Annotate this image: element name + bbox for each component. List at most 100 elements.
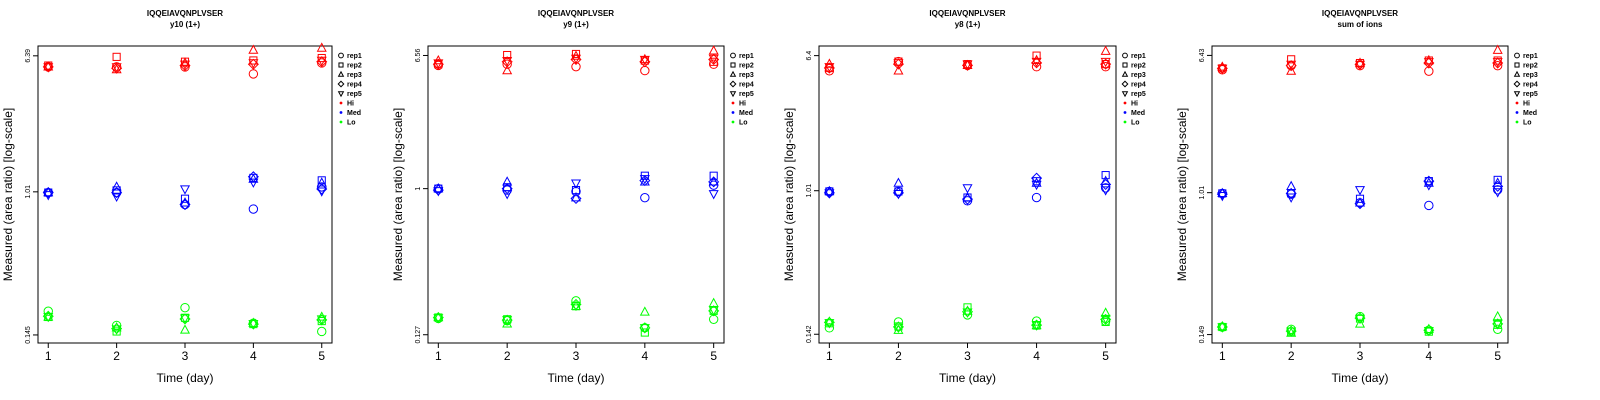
data-point-lo-rep3 <box>433 311 444 322</box>
data-point-hi-rep3 <box>502 64 513 75</box>
legend-label-med: Med <box>1131 110 1145 117</box>
legend-symbol-rep4 <box>337 80 345 88</box>
x-tick-label: 2 <box>113 349 120 363</box>
chart-title: IQQEIAVQNPLVSER <box>538 9 614 18</box>
data-point-hi-rep3 <box>316 42 327 52</box>
x-axis-label: Time (day) <box>1332 371 1389 385</box>
x-tick-label: 1 <box>45 349 52 363</box>
data-point-med-rep5 <box>433 187 444 197</box>
data-point-med-rep2 <box>1493 175 1502 184</box>
data-point-med-rep5 <box>316 187 327 197</box>
x-tick-label: 3 <box>182 349 189 363</box>
data-point-hi-rep5 <box>248 59 259 69</box>
data-point-med-rep3 <box>708 176 719 186</box>
legend-label-rep3: rep3 <box>1131 72 1146 79</box>
legend-symbol-rep5 <box>729 91 737 98</box>
data-point-hi-rep1 <box>824 66 835 76</box>
y-tick-label: 1.01 <box>1199 186 1206 200</box>
legend-label-med: Med <box>1523 110 1537 117</box>
chart-subtitle: y10 (1+) <box>170 20 200 29</box>
legend: rep1 rep2 rep3 rep4 rep5 Hi Med Lo <box>1121 52 1146 127</box>
legend-symbol-rep4 <box>729 80 737 88</box>
data-point-med-rep3 <box>1286 180 1297 190</box>
legend-label-rep1: rep1 <box>1523 53 1538 60</box>
data-point-lo-rep5 <box>1354 314 1366 325</box>
data-point-lo-rep3 <box>43 311 54 321</box>
data-point-lo-rep5 <box>111 325 122 335</box>
legend-label-rep5: rep5 <box>1131 91 1146 98</box>
legend-label-lo: Lo <box>1131 120 1140 127</box>
legend-label-rep4: rep4 <box>1523 82 1538 89</box>
data-point-med-rep2 <box>709 171 718 180</box>
data-point-med-rep1 <box>640 192 650 203</box>
data-point-hi-rep1 <box>1100 62 1111 72</box>
data-point-med-rep4 <box>501 183 513 195</box>
data-point-lo-rep1 <box>571 296 581 306</box>
data-point-hi-rep1 <box>708 59 719 69</box>
data-point-hi-rep5 <box>893 59 904 69</box>
x-tick-label: 2 <box>1288 349 1295 363</box>
data-point-med-rep5 <box>1217 192 1228 202</box>
data-point-med-rep4 <box>316 183 328 195</box>
legend: rep1 rep2 rep3 rep4 rep5 Hi Med Lo <box>337 52 362 127</box>
legend-symbol-rep4 <box>1121 80 1129 88</box>
legend-symbol-rep3 <box>729 70 737 77</box>
data-point-lo-rep3 <box>179 324 191 334</box>
data-point-hi-rep3 <box>708 45 719 55</box>
data-point-hi-rep2 <box>709 57 718 66</box>
data-point-med-rep5 <box>1031 180 1042 191</box>
data-point-lo-rep1 <box>111 320 122 331</box>
data-point-med-rep4 <box>247 171 259 183</box>
chart-panel-3: IQQEIAVQNPLVSER y8 (1+) 1 2 3 4 5 Time (day) 6.4… <box>782 9 1146 385</box>
legend: rep1 rep2 rep3 rep4 rep5 Hi Med Lo <box>1513 52 1538 127</box>
data-point-med-rep4 <box>42 187 54 199</box>
plot-frame <box>427 45 725 344</box>
chart-subtitle: sum of ions <box>1338 20 1383 29</box>
data-point-lo-rep5 <box>179 314 191 324</box>
legend-label-rep4: rep4 <box>1131 82 1146 89</box>
data-point-med-rep3 <box>570 192 582 202</box>
chart-subtitle: y9 (1+) <box>563 20 589 29</box>
data-point-med-rep4 <box>961 193 974 205</box>
legend-label-rep2: rep2 <box>739 63 754 70</box>
data-point-med-rep1 <box>502 185 512 195</box>
data-point-hi-rep5 <box>1354 60 1366 71</box>
data-point-hi-rep5 <box>962 60 973 70</box>
legend-symbol-rep5 <box>337 91 345 98</box>
legend-label-hi: Hi <box>347 101 354 108</box>
data-point-lo-rep5 <box>570 301 582 312</box>
data-point-med-rep5 <box>111 192 122 203</box>
data-point-hi-rep5 <box>1100 57 1111 68</box>
data-point-med-rep5 <box>1492 188 1503 198</box>
data-point-lo-rep5 <box>708 306 719 316</box>
data-point-lo-rep3 <box>824 316 835 326</box>
data-point-lo-rep1 <box>43 306 53 316</box>
legend-symbol-rep1 <box>1122 52 1128 59</box>
legend-label-rep5: rep5 <box>347 91 362 98</box>
x-tick-label: 5 <box>710 349 717 363</box>
chart-subtitle: y8 (1+) <box>955 20 981 29</box>
legend-label-hi: Hi <box>1523 101 1530 108</box>
legend-label-rep2: rep2 <box>347 63 362 70</box>
data-point-lo-rep5 <box>1100 314 1111 325</box>
data-point-hi-rep2 <box>112 52 121 61</box>
legend-label-rep5: rep5 <box>1523 91 1538 98</box>
data-point-lo-rep5 <box>1492 319 1503 330</box>
data-point-hi-rep3 <box>1100 45 1111 55</box>
legend-symbol-rep1 <box>1514 52 1520 59</box>
legend-symbol-rep2 <box>1122 62 1128 68</box>
data-point-hi-rep2 <box>503 50 512 60</box>
y-tick-label: 6.43 <box>1199 48 1206 62</box>
data-point-med-rep1 <box>248 204 259 214</box>
legend-symbol-rep5 <box>1121 91 1129 98</box>
data-point-med-rep1 <box>1100 183 1111 193</box>
data-point-lo-rep2 <box>640 328 649 337</box>
data-point-med-rep3 <box>1354 197 1366 207</box>
data-point-hi-rep1 <box>1492 60 1503 71</box>
data-point-med-rep5 <box>570 179 582 189</box>
data-point-med-rep4 <box>1492 180 1504 192</box>
y-axis-label: Measured (area ratio) [log-scale] <box>782 108 796 281</box>
data-point-lo-rep3 <box>111 322 122 332</box>
legend-label-rep5: rep5 <box>739 91 754 98</box>
legend-dot-hi <box>339 101 343 105</box>
